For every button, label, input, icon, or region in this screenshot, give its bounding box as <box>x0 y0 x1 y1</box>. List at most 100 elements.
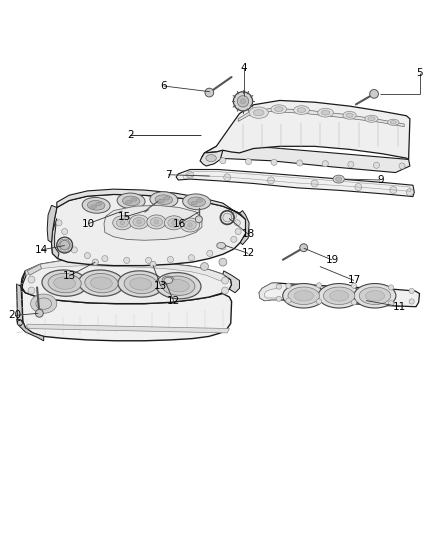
Ellipse shape <box>125 200 132 204</box>
Text: 18: 18 <box>242 229 255 239</box>
Ellipse shape <box>122 196 140 206</box>
Circle shape <box>316 299 322 304</box>
Circle shape <box>237 95 249 107</box>
Ellipse shape <box>318 284 360 308</box>
Ellipse shape <box>117 193 145 209</box>
Ellipse shape <box>206 155 216 161</box>
Circle shape <box>231 213 237 219</box>
Text: 13: 13 <box>62 271 76 281</box>
Ellipse shape <box>54 277 76 289</box>
Circle shape <box>409 288 414 294</box>
Polygon shape <box>200 152 216 161</box>
Text: 12: 12 <box>242 248 255 259</box>
Circle shape <box>146 257 152 263</box>
Circle shape <box>234 220 240 226</box>
Ellipse shape <box>321 110 330 115</box>
Circle shape <box>201 263 208 270</box>
Ellipse shape <box>162 276 174 285</box>
Ellipse shape <box>168 219 180 227</box>
Circle shape <box>271 159 277 165</box>
Circle shape <box>187 171 194 178</box>
Ellipse shape <box>158 199 164 203</box>
Polygon shape <box>205 100 410 159</box>
Circle shape <box>388 285 394 290</box>
Polygon shape <box>200 150 223 166</box>
Circle shape <box>311 180 318 187</box>
Polygon shape <box>17 319 44 341</box>
Text: 4: 4 <box>240 63 247 72</box>
Circle shape <box>137 220 141 224</box>
Text: 6: 6 <box>160 81 167 91</box>
Circle shape <box>150 261 156 268</box>
Circle shape <box>56 220 62 226</box>
Circle shape <box>35 309 43 317</box>
Circle shape <box>276 296 281 302</box>
Circle shape <box>124 257 130 263</box>
Ellipse shape <box>223 214 231 222</box>
Circle shape <box>92 259 98 265</box>
Circle shape <box>240 99 246 104</box>
Circle shape <box>222 287 229 294</box>
Text: 15: 15 <box>118 212 131 222</box>
Ellipse shape <box>60 240 69 250</box>
Circle shape <box>207 251 213 256</box>
Circle shape <box>154 220 159 224</box>
Ellipse shape <box>323 287 355 304</box>
Circle shape <box>406 189 413 196</box>
Text: 11: 11 <box>393 302 406 312</box>
Circle shape <box>390 187 397 193</box>
Circle shape <box>120 221 125 225</box>
Ellipse shape <box>196 199 202 202</box>
Ellipse shape <box>249 107 268 118</box>
Polygon shape <box>21 286 232 341</box>
Polygon shape <box>239 211 249 245</box>
Ellipse shape <box>359 287 391 304</box>
Polygon shape <box>27 264 42 275</box>
Ellipse shape <box>155 195 173 205</box>
Circle shape <box>351 300 357 305</box>
Ellipse shape <box>42 270 87 296</box>
Ellipse shape <box>336 177 342 181</box>
Text: 12: 12 <box>167 296 180 306</box>
Circle shape <box>188 223 192 227</box>
Text: 14: 14 <box>35 245 48 255</box>
Ellipse shape <box>118 271 163 297</box>
Polygon shape <box>259 283 420 306</box>
Ellipse shape <box>164 277 173 284</box>
Circle shape <box>219 258 227 266</box>
Ellipse shape <box>180 218 200 232</box>
Ellipse shape <box>388 119 399 125</box>
Polygon shape <box>26 324 229 333</box>
Ellipse shape <box>96 202 102 206</box>
Ellipse shape <box>164 216 184 230</box>
Circle shape <box>84 253 90 259</box>
Circle shape <box>235 229 241 235</box>
Text: 7: 7 <box>165 169 172 180</box>
Ellipse shape <box>223 213 232 222</box>
Circle shape <box>205 88 214 97</box>
Polygon shape <box>259 283 277 301</box>
Circle shape <box>322 160 328 167</box>
Polygon shape <box>57 189 246 219</box>
Ellipse shape <box>294 290 313 301</box>
Circle shape <box>224 174 231 181</box>
Ellipse shape <box>60 240 69 250</box>
Ellipse shape <box>365 290 385 301</box>
Ellipse shape <box>129 215 149 229</box>
Circle shape <box>276 284 281 289</box>
Circle shape <box>220 158 226 164</box>
Ellipse shape <box>79 270 124 296</box>
Ellipse shape <box>113 216 132 230</box>
Circle shape <box>62 229 68 235</box>
Circle shape <box>351 283 357 288</box>
Ellipse shape <box>346 113 353 117</box>
Ellipse shape <box>191 201 197 205</box>
Polygon shape <box>52 195 246 265</box>
Ellipse shape <box>165 278 172 283</box>
Circle shape <box>222 277 229 284</box>
Ellipse shape <box>116 219 128 227</box>
Ellipse shape <box>57 237 73 253</box>
Ellipse shape <box>297 108 306 112</box>
Circle shape <box>231 236 237 243</box>
Ellipse shape <box>288 287 319 304</box>
